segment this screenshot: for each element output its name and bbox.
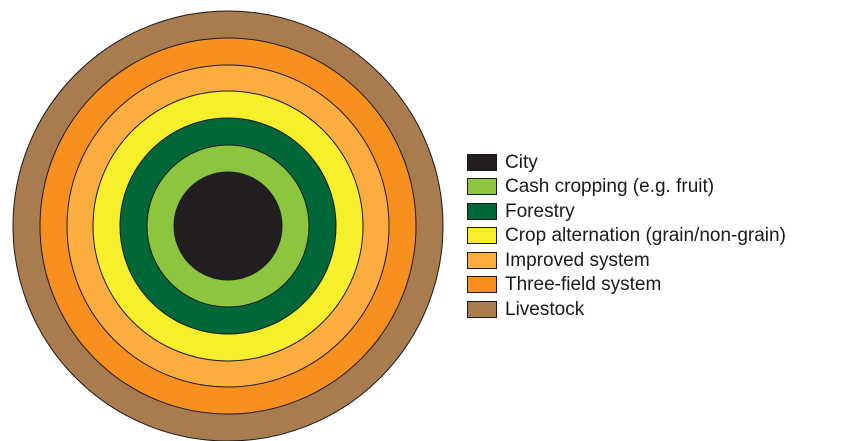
concentric-zones-diagram	[12, 10, 444, 441]
legend-swatch	[467, 178, 497, 196]
legend-item-improved-system: Improved system	[467, 248, 786, 273]
legend: City Cash cropping (e.g. fruit) Forestry…	[467, 150, 786, 322]
legend-swatch	[467, 227, 497, 245]
legend-swatch	[467, 300, 497, 318]
legend-label: City	[505, 151, 538, 173]
zone-ring-city	[173, 171, 283, 281]
legend-label: Forestry	[505, 200, 575, 222]
legend-label: Improved system	[505, 249, 650, 271]
legend-swatch	[467, 276, 497, 294]
legend-label: Cash cropping (e.g. fruit)	[505, 176, 715, 198]
legend-swatch	[467, 251, 497, 269]
legend-item-cash-cropping: Cash cropping (e.g. fruit)	[467, 175, 786, 200]
legend-item-forestry: Forestry	[467, 199, 786, 224]
legend-swatch	[467, 153, 497, 171]
legend-item-city: City	[467, 150, 786, 175]
legend-item-crop-alternation: Crop alternation (grain/non-grain)	[467, 224, 786, 249]
legend-label: Crop alternation (grain/non-grain)	[505, 225, 786, 247]
legend-item-three-field-system: Three-field system	[467, 273, 786, 298]
legend-item-livestock: Livestock	[467, 297, 786, 322]
legend-swatch	[467, 202, 497, 220]
legend-label: Three-field system	[505, 274, 662, 296]
legend-label: Livestock	[505, 298, 585, 320]
